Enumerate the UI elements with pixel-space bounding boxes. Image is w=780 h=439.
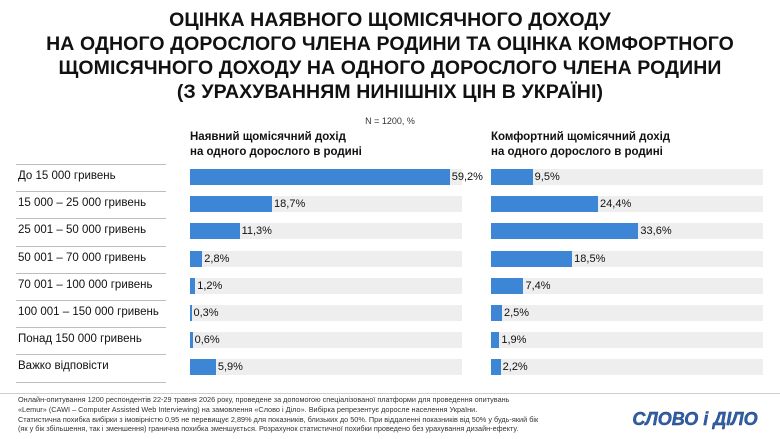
data-bar — [190, 305, 192, 321]
bar-track: 2,5% — [491, 305, 763, 321]
methodology-footnote: Онлайн-опитування 1200 респондентів 22-2… — [18, 395, 578, 434]
category-label: 25 001 – 50 000 гривень — [18, 224, 147, 237]
value-label: 9,5% — [534, 171, 560, 183]
row-separator — [16, 191, 166, 193]
value-label: 0,6% — [194, 334, 220, 347]
logo-text: СЛОВО і ДІЛО — [632, 409, 757, 429]
data-bar — [491, 169, 533, 185]
category-label: Понад 150 000 гривень — [18, 333, 142, 346]
value-label: 1,9% — [501, 334, 527, 347]
category-label: 100 001 – 150 000 гривень — [18, 306, 159, 318]
footnote-line: «Lemur» (CAWI – Computer Assisted Web In… — [18, 404, 478, 414]
bar-track: 5,9% — [190, 359, 462, 376]
data-bar — [491, 250, 573, 267]
data-bar — [190, 332, 193, 349]
category-label: 50 001 – 70 000 гривень — [18, 251, 147, 264]
row-separator — [16, 272, 166, 274]
data-bar — [190, 250, 203, 267]
bar-track: 7,4% — [491, 277, 763, 294]
bar-track: 59,2% — [190, 169, 483, 185]
category-label: До 15 000 гривень — [18, 170, 116, 182]
bar-track: 33,6% — [491, 223, 763, 240]
title-line-4: (З УРАХУВАННЯМ НИНІШНІХ ЦІН В УКРАЇНІ) — [176, 81, 604, 103]
bar-track: 1,2% — [190, 277, 462, 294]
data-bar — [190, 169, 450, 185]
category-label: Важко відповісти — [18, 360, 109, 373]
value-label: 0,3% — [193, 307, 219, 319]
value-label: 18,5% — [574, 252, 606, 265]
row-separator — [16, 354, 166, 356]
bar-track: 9,5% — [491, 169, 763, 185]
bar-track: 18,7% — [190, 196, 462, 213]
row-separator — [16, 300, 166, 301]
value-label: 59,2% — [451, 171, 483, 183]
row-separator — [16, 164, 166, 165]
footnote-line: (як у бік збільшення, так і зменшення) г… — [18, 424, 519, 434]
chart-title: ОЦІНКА НАЯВНОГО ЩОМІСЯЧНОГО ДОХОДУ НА ОД… — [0, 8, 780, 104]
data-bar — [190, 196, 273, 213]
title-line-1: ОЦІНКА НАЯВНОГО ЩОМІСЯЧНОГО ДОХОДУ — [169, 9, 611, 31]
data-bar — [491, 305, 502, 321]
slovo-i-dilo-logo: СЛОВО і ДІЛО — [632, 409, 758, 429]
value-label: 1,2% — [197, 279, 223, 292]
value-label: 33,6% — [640, 225, 672, 238]
series-header-comfortable-income: Комфортний щомісячний дохід на одного до… — [491, 130, 771, 160]
series-header-available-income: Наявний щомісячний дохід на одного дорос… — [190, 130, 470, 160]
data-bar — [190, 223, 240, 240]
bar-track: 2,8% — [190, 250, 462, 267]
data-bar — [190, 277, 196, 294]
bar-track: 2,2% — [491, 359, 763, 376]
value-label: 18,7% — [274, 198, 306, 211]
title-line-3: ЩОМІСЯЧНОГО ДОХОДУ НА ОДНОГО ДОРОСЛОГО Ч… — [58, 57, 722, 79]
row-separator — [16, 245, 166, 247]
value-label: 5,9% — [217, 361, 243, 374]
row-separator — [16, 218, 166, 220]
footnote-line: Онлайн-опитування 1200 респондентів 22-2… — [18, 395, 510, 404]
category-label: 15 000 – 25 000 гривень — [18, 197, 147, 210]
value-label: 7,4% — [525, 279, 551, 292]
bar-track: 0,3% — [190, 305, 462, 321]
footnote-line: Статистична похибка вибірки з імовірніст… — [18, 414, 539, 424]
data-bar — [491, 332, 500, 349]
row-separator — [16, 381, 166, 383]
value-label: 2,2% — [502, 361, 528, 374]
value-label: 24,4% — [600, 198, 632, 211]
value-label: 2,8% — [204, 252, 230, 265]
bar-track: 18,5% — [491, 250, 763, 267]
data-bar — [491, 196, 599, 213]
title-line-2: НА ОДНОГО ДОРОСЛОГО ЧЛЕНА РОДИНИ ТА ОЦІН… — [46, 33, 734, 55]
bar-track: 1,9% — [491, 332, 763, 349]
category-label: 70 001 – 100 000 гривень — [18, 278, 153, 291]
sample-size-note: N = 1200, % — [365, 116, 415, 126]
data-bar — [190, 359, 216, 376]
bar-track: 0,6% — [190, 332, 462, 349]
value-label: 2,5% — [503, 307, 530, 319]
bar-track: 11,3% — [190, 223, 462, 240]
bar-track: 24,4% — [491, 196, 763, 213]
series-header-line: Наявний щомісячний дохід — [190, 131, 346, 143]
series-header-line: Комфортний щомісячний дохід — [491, 131, 671, 143]
footer-divider — [0, 393, 780, 394]
data-bar — [491, 277, 524, 294]
value-label: 11,3% — [241, 225, 272, 238]
row-separator — [16, 327, 166, 329]
data-bar — [491, 223, 639, 240]
series-header-line: на одного дорослого в родині — [491, 146, 663, 158]
data-bar — [491, 359, 501, 376]
series-header-line: на одного дорослого в родині — [190, 146, 362, 158]
